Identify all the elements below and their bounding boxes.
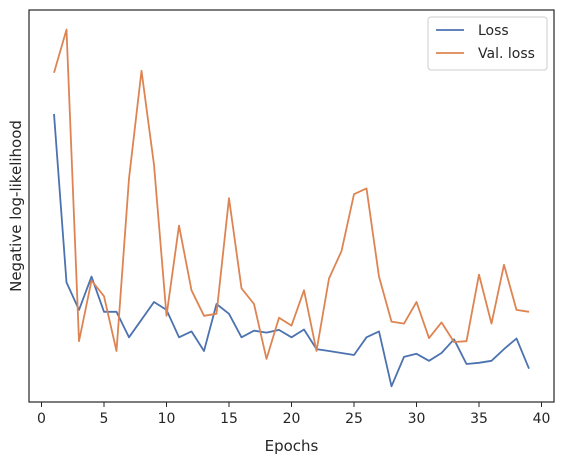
series-lines bbox=[53, 28, 530, 388]
x-tick-label: 35 bbox=[470, 411, 488, 427]
x-tick-label: 0 bbox=[37, 411, 46, 427]
legend-label-val-loss: Val. loss bbox=[478, 46, 535, 62]
x-tick-label: 20 bbox=[283, 411, 301, 427]
x-tick-label: 5 bbox=[100, 411, 109, 427]
series-line-loss bbox=[53, 113, 530, 388]
series-line-val-loss bbox=[53, 28, 530, 360]
x-tick-label: 10 bbox=[158, 411, 176, 427]
x-tick-label: 30 bbox=[408, 411, 426, 427]
x-axis-label: Epochs bbox=[265, 437, 319, 455]
x-tick-label: 15 bbox=[220, 411, 238, 427]
y-axis-label: Negative log-likelihood bbox=[7, 120, 25, 292]
x-axis-ticks: 0 5 10 15 20 25 30 35 40 bbox=[37, 402, 550, 427]
x-tick-label: 40 bbox=[533, 411, 551, 427]
legend: Loss Val. loss bbox=[427, 16, 548, 71]
legend-label-loss: Loss bbox=[478, 23, 509, 39]
x-tick-label: 25 bbox=[345, 411, 363, 427]
